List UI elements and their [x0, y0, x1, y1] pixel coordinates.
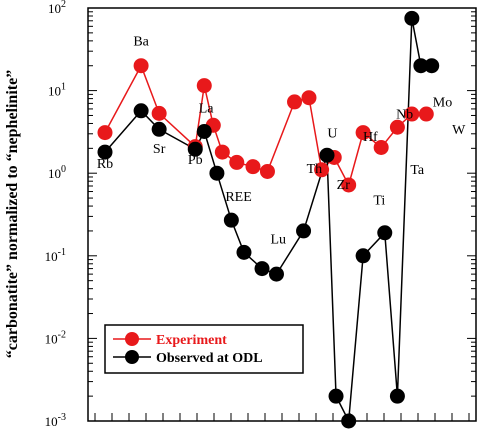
element-label: Ti — [373, 193, 385, 208]
data-point-0 — [133, 58, 149, 74]
data-point-0 — [97, 125, 113, 141]
data-point-1 — [355, 248, 371, 264]
element-label: Sr — [153, 142, 166, 157]
data-point-0 — [341, 177, 357, 193]
element-label: Pb — [188, 153, 203, 168]
element-label: Nb — [396, 107, 413, 122]
y-tick-label: 10-1 — [45, 247, 66, 264]
data-point-0 — [301, 90, 317, 106]
element-label: U — [327, 127, 337, 142]
element-labels: Rb Ba Sr Pb La REE Lu Th U Zr Hf Ti Nb Ta MoW — [97, 35, 466, 248]
legend-marker-observed — [125, 350, 139, 364]
data-point-1 — [133, 103, 149, 119]
legend-label-experiment: Experiment — [156, 333, 227, 348]
data-point-1 — [377, 225, 393, 241]
element-label: Zr — [337, 178, 351, 193]
data-point-1 — [97, 144, 113, 160]
data-point-0 — [196, 78, 212, 94]
y-tick-exponent: 0 — [61, 164, 66, 175]
data-point-1 — [236, 244, 252, 260]
series-points — [97, 10, 440, 429]
element-label: Ba — [133, 35, 149, 50]
data-point-1 — [319, 147, 335, 163]
data-point-0 — [287, 94, 303, 110]
y-axis-label: “carbonatite” normalized to “nephelinite… — [4, 70, 21, 358]
data-point-1 — [424, 58, 440, 74]
y-tick-label: 100 — [48, 164, 66, 181]
y-tick-label: 102 — [48, 0, 66, 16]
element-label: W — [452, 123, 466, 138]
element-label: Rb — [97, 157, 113, 172]
element-label: REE — [225, 190, 251, 205]
element-label: Ta — [410, 163, 425, 178]
data-point-1 — [196, 123, 212, 139]
data-point-0 — [314, 162, 330, 178]
data-point-1 — [209, 165, 225, 181]
legend: Experiment Observed at ODL — [104, 324, 304, 374]
element-label: Mo — [433, 96, 452, 111]
element-label: Hf — [363, 130, 378, 145]
y-tick-label: 10-2 — [45, 329, 66, 346]
data-point-1 — [254, 261, 270, 277]
y-tick-exponent: -3 — [58, 412, 66, 423]
data-point-1 — [328, 388, 344, 404]
legend-marker-experiment — [125, 332, 139, 346]
data-point-1 — [223, 212, 239, 228]
y-tick-exponent: 2 — [61, 0, 66, 10]
data-point-1 — [187, 141, 203, 157]
y-tick-label: 10-3 — [45, 412, 66, 429]
data-point-0 — [259, 163, 275, 179]
y-tick-label: 101 — [48, 82, 66, 99]
data-point-0 — [355, 125, 371, 141]
element-label: Th — [307, 162, 323, 177]
data-point-0 — [373, 139, 389, 155]
legend-box — [104, 324, 304, 374]
data-point-1 — [341, 413, 357, 429]
x-axis-ticks — [94, 413, 470, 421]
y-tick-exponent: -1 — [58, 247, 66, 258]
data-point-0 — [245, 159, 261, 175]
y-tick-exponent: 1 — [61, 82, 66, 93]
y-tick-exponent: -2 — [58, 329, 66, 340]
element-label: Lu — [270, 233, 286, 248]
data-point-0 — [214, 144, 230, 160]
data-point-0 — [151, 105, 167, 121]
data-point-0 — [229, 154, 245, 170]
data-point-1 — [413, 58, 429, 74]
data-point-0 — [389, 119, 405, 135]
data-point-1 — [389, 388, 405, 404]
data-point-1 — [404, 10, 420, 26]
data-point-1 — [268, 266, 284, 282]
data-point-1 — [296, 223, 312, 239]
element-label: La — [199, 102, 215, 117]
legend-label-observed: Observed at ODL — [156, 351, 263, 366]
data-point-1 — [151, 121, 167, 137]
data-point-0 — [404, 106, 420, 122]
data-point-0 — [418, 106, 434, 122]
